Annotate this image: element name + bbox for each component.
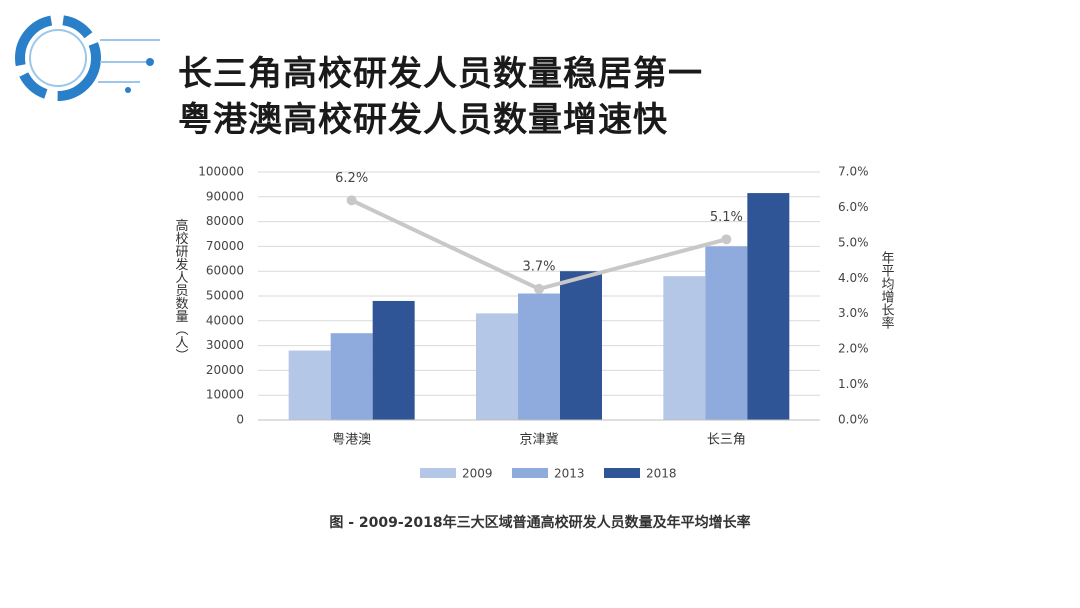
y-tick-label: 20000 [206, 363, 244, 377]
bar [288, 350, 331, 420]
chart: 0 10000 20000 30000 40000 50000 60000 70000 8000… [173, 165, 895, 481]
y-axis-label: 高校研发人员数量（人） [173, 218, 189, 362]
legend-swatch [512, 468, 548, 478]
x-tick-label: 京津冀 [519, 432, 558, 448]
y-tick-label: 60000 [206, 264, 244, 278]
data-label: 6.2% [335, 171, 368, 186]
y-tick-label: 100000 [198, 165, 244, 179]
bar [330, 333, 373, 420]
title-line: 粤港澳高校研发人员数量增速快 [178, 100, 668, 140]
y-tick-label: 70000 [206, 239, 244, 253]
bar [705, 246, 748, 420]
y-tick-label: 90000 [206, 189, 244, 203]
y2-tick-label: 6.0% [838, 200, 869, 214]
data-label: 5.1% [710, 210, 743, 225]
legend-swatch [420, 468, 456, 478]
y-tick-label: 30000 [206, 338, 244, 352]
y-tick-label: 10000 [206, 388, 244, 402]
x-tick-label: 长三角 [707, 433, 746, 448]
y2-tick-label: 7.0% [838, 165, 869, 179]
y2-tick-label: 0.0% [838, 413, 869, 427]
bar [560, 271, 602, 420]
legend-label: 2013 [554, 467, 585, 481]
legend-swatch [604, 468, 640, 478]
line-point [534, 283, 544, 294]
y2-axis-label: 年平均增长率 [879, 251, 895, 329]
bar [372, 300, 415, 420]
y2-tick-label: 2.0% [838, 342, 869, 356]
y-tick-label: 40000 [206, 313, 244, 327]
y2-tick-label: 5.0% [838, 235, 869, 249]
title-line: 长三角高校研发人员数量稳居第一 [178, 54, 703, 94]
line-point [721, 234, 732, 245]
x-tick-label: 粤港澳 [332, 432, 371, 448]
y2-tick-label: 1.0% [838, 377, 869, 391]
bar [476, 313, 518, 420]
y2-tick-label: 4.0% [838, 271, 869, 285]
logo-decoration [15, 15, 160, 101]
y-tick-label: 80000 [206, 214, 244, 228]
bar [747, 193, 790, 420]
caption: 图 - 2009-2018年三大区域普通高校研发人员数量及年平均增长率 [329, 515, 751, 531]
bar [663, 276, 706, 420]
legend-label: 2009 [462, 467, 493, 481]
line-point [346, 195, 357, 206]
y2-tick-label: 3.0% [838, 306, 869, 320]
legend-label: 2018 [646, 467, 677, 481]
y-tick-label: 0 [236, 413, 244, 427]
line [350, 198, 727, 292]
y-tick-label: 50000 [206, 289, 244, 303]
bar [518, 293, 560, 420]
data-label: 3.7% [522, 259, 555, 274]
